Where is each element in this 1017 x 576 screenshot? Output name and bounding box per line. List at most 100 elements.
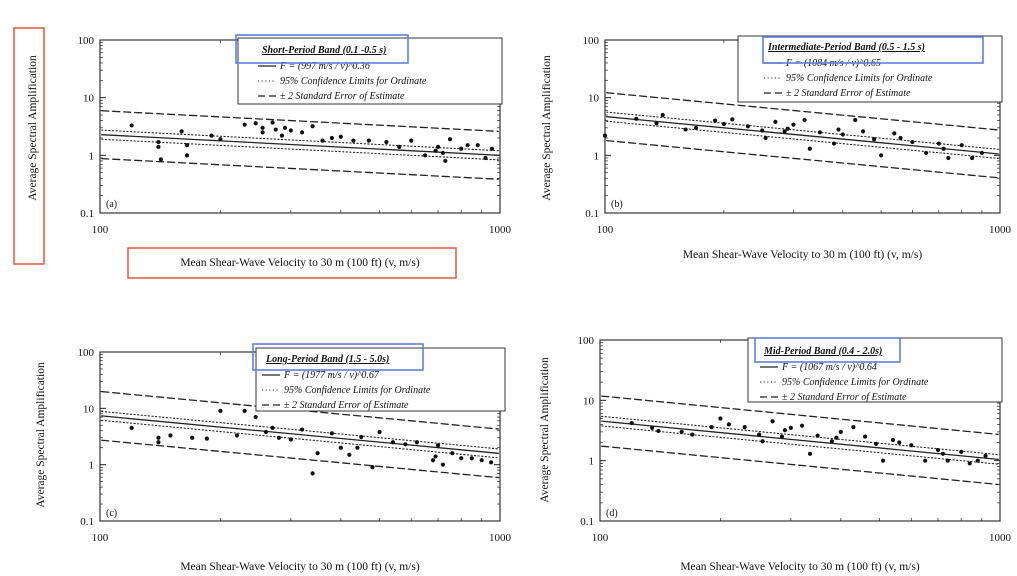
data-point: [838, 429, 843, 434]
data-point: [840, 132, 845, 137]
data-point: [158, 157, 164, 162]
band-label-highlight: [252, 343, 424, 371]
data-point: [390, 440, 396, 445]
data-point: [179, 129, 184, 134]
data-point: [897, 440, 902, 445]
confidence-lower-line: [601, 425, 999, 465]
data-point: [414, 440, 420, 445]
data-point: [656, 428, 661, 434]
chart-panel-d: 0.1 1 10 100 100 1000 Mid-Period Band (0.4 - 2…: [539, 335, 1012, 573]
regression-line: [101, 415, 499, 454]
data-point: [941, 146, 946, 151]
data-point: [679, 429, 684, 434]
data-point: [742, 425, 747, 430]
regression-line: [601, 420, 999, 461]
data-point: [873, 441, 879, 446]
chart-panel-c: 0.1 1 10 100 100 1000 Long-Period Band (1.5 - …: [35, 343, 512, 573]
data-point: [242, 408, 247, 414]
data-point: [184, 153, 190, 158]
data-point: [190, 435, 195, 440]
data-point: [263, 429, 269, 435]
data-point: [299, 427, 305, 432]
data-point: [910, 139, 915, 145]
data-point: [871, 137, 877, 142]
data-point: [788, 425, 793, 430]
x-label-highlight: [127, 247, 457, 279]
legend-entry: ± 2 Standard Error of Estimate: [284, 400, 409, 411]
legend-box: [747, 337, 1003, 403]
data-point: [975, 458, 980, 463]
data-point: [260, 125, 265, 130]
data-point: [270, 120, 275, 125]
data-point: [802, 117, 807, 123]
data-point: [397, 144, 402, 150]
data-point: [447, 137, 453, 142]
band-label: Mid-Period Band (0.4 - 2.0s): [763, 346, 882, 357]
std-error-lower-line: [601, 445, 999, 486]
x-axis-label: Mean Shear-Wave Velocity to 30 m (100 ft…: [180, 561, 419, 573]
data-point: [757, 432, 762, 437]
chart-panel-a: 0.1 1 10 100 100 1000 Short-Period Band (0.1 -…: [13, 27, 512, 279]
legend-entry: F = (997 m/s / v)^0.36: [279, 61, 370, 72]
data-point: [979, 150, 985, 156]
y-tick-label: 1: [594, 150, 600, 162]
std-error-lower-line: [101, 157, 499, 180]
x-tick-label: 1000: [489, 224, 512, 236]
data-point: [807, 451, 813, 456]
data-point: [660, 112, 665, 118]
data-point: [459, 146, 464, 151]
data-point: [860, 129, 866, 134]
y-tick-label: 1: [89, 460, 95, 472]
data-point: [459, 456, 464, 461]
band-label: Long-Period Band (1.5 - 5.0s): [265, 354, 389, 365]
data-point: [355, 445, 360, 450]
std-error-upper-line: [601, 395, 999, 436]
data-point: [370, 465, 375, 470]
y-tick-label: 1: [589, 456, 595, 468]
data-point: [924, 150, 929, 156]
std-error-upper-line: [606, 92, 999, 131]
data-point: [184, 143, 190, 148]
x-tick-label: 100: [92, 532, 109, 544]
data-point: [209, 133, 214, 138]
regression-line: [606, 116, 999, 155]
data-point: [273, 127, 278, 132]
confidence-upper-line: [101, 410, 499, 450]
legend-entry: ± 2 Standard Error of Estimate: [782, 392, 907, 403]
band-label-highlight: [762, 36, 984, 64]
x-axis-label: Mean Shear-Wave Velocity to 30 m (100 ft…: [680, 561, 919, 573]
x-tick-label: 1000: [989, 224, 1012, 236]
data-point: [384, 139, 389, 145]
data-point: [817, 130, 823, 135]
data-point: [713, 118, 718, 123]
data-point: [745, 124, 750, 129]
data-point: [970, 155, 975, 161]
data-point: [168, 433, 173, 438]
data-point: [878, 153, 884, 158]
data-point: [690, 432, 695, 437]
confidence-lower-line: [101, 138, 499, 161]
y-label-highlight: [13, 27, 45, 265]
legend-entry: 95% Confidence Limits for Ordinate: [284, 385, 431, 396]
data-point: [909, 443, 914, 448]
data-point: [156, 435, 161, 440]
x-axis-label: Mean Shear-Wave Velocity to 30 m (100 ft…: [180, 257, 419, 269]
y-tick-label: 10: [83, 403, 95, 415]
legend-entry: 95% Confidence Limits for Ordinate: [782, 377, 929, 388]
data-point: [366, 138, 371, 143]
data-point: [959, 143, 964, 148]
data-point: [279, 133, 285, 138]
data-point: [129, 123, 134, 128]
data-point: [299, 130, 305, 135]
panel-label: (d): [606, 508, 618, 519]
y-tick-label: 100: [78, 35, 95, 47]
panel-label: (b): [611, 199, 623, 210]
std-error-lower-line: [606, 139, 999, 179]
y-tick-label: 100: [78, 347, 95, 359]
y-tick-label: 0.1: [580, 516, 594, 528]
data-point: [465, 143, 470, 148]
data-point: [359, 434, 364, 440]
y-tick-label: 100: [583, 35, 600, 47]
data-point: [129, 425, 134, 430]
